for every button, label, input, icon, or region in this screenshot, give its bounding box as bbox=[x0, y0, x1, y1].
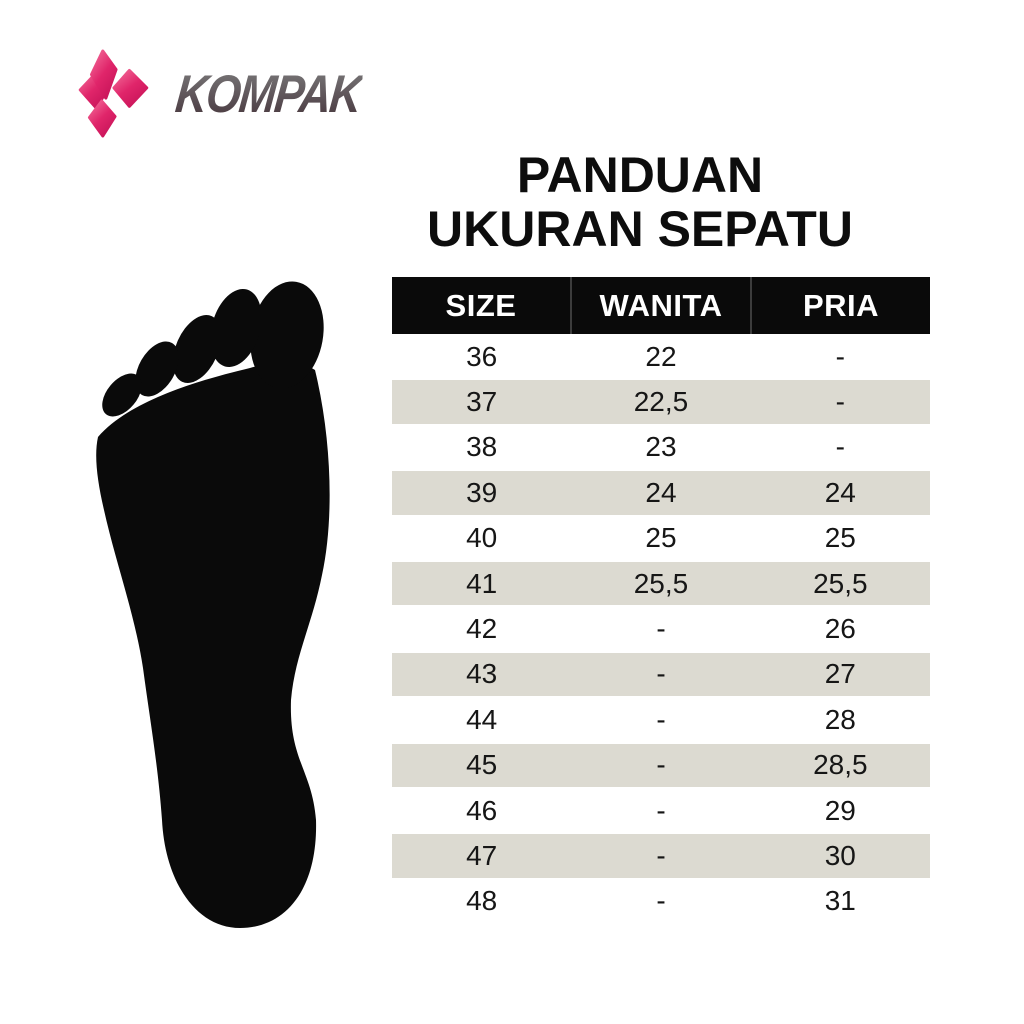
table-row: 36 22 - bbox=[392, 334, 930, 379]
header-pria: PRIA bbox=[750, 277, 930, 334]
foot-silhouette-shape bbox=[96, 281, 330, 928]
pria-cell: - bbox=[835, 431, 845, 463]
wanita-cell: - bbox=[656, 749, 666, 781]
size-cell: 37 bbox=[466, 386, 498, 418]
table-row: 44 - 28 bbox=[392, 697, 930, 742]
pria-cell: 27 bbox=[824, 658, 856, 690]
wanita-cell: - bbox=[656, 885, 666, 917]
wanita-cell: - bbox=[656, 839, 666, 871]
pria-cell: - bbox=[835, 386, 845, 418]
size-cell: 39 bbox=[466, 476, 498, 508]
table-row: 47 - 30 bbox=[392, 833, 930, 879]
size-cell: 38 bbox=[466, 431, 498, 463]
wanita-cell: - bbox=[656, 794, 666, 826]
size-cell: 40 bbox=[466, 522, 498, 554]
pria-cell: - bbox=[835, 340, 845, 372]
pria-cell: 31 bbox=[824, 885, 856, 917]
table-row: 38 23 - bbox=[392, 425, 930, 470]
pria-cell: 30 bbox=[824, 839, 856, 871]
size-cell: 48 bbox=[466, 885, 498, 917]
wanita-cell: 22,5 bbox=[633, 386, 689, 418]
size-cell: 42 bbox=[466, 613, 498, 645]
table-row: 40 25 25 bbox=[392, 516, 930, 561]
foot-silhouette bbox=[60, 270, 380, 950]
pria-cell: 26 bbox=[824, 613, 856, 645]
size-cell: 44 bbox=[466, 703, 498, 735]
wanita-cell: 22 bbox=[645, 340, 677, 372]
table-row: 37 22,5 - bbox=[392, 379, 930, 425]
size-cell: 46 bbox=[466, 794, 498, 826]
pria-cell: 28,5 bbox=[813, 749, 868, 781]
brand-logo: KOMPAK bbox=[66, 48, 396, 140]
table-row: 42 - 26 bbox=[392, 606, 930, 651]
page-title-line2: UKURAN SEPATU bbox=[427, 201, 853, 257]
size-table-body: 36 22-37 22,5-38 23-39 24 24 40 25 25 41 25,5 25,5 4… bbox=[392, 334, 930, 924]
size-cell: 36 bbox=[466, 340, 498, 372]
pria-cell: 25 bbox=[824, 522, 856, 554]
pria-cell: 25,5 bbox=[813, 567, 868, 599]
pria-cell: 29 bbox=[824, 794, 856, 826]
size-table-header: SIZE WANITA PRIA bbox=[392, 277, 930, 334]
wanita-cell: - bbox=[656, 703, 666, 735]
wanita-cell: 23 bbox=[645, 431, 677, 463]
wanita-cell: - bbox=[656, 658, 666, 690]
pria-cell: 24 bbox=[824, 476, 856, 508]
wanita-cell: 24 bbox=[645, 476, 677, 508]
wanita-cell: - bbox=[656, 613, 666, 645]
wanita-cell: 25,5 bbox=[633, 567, 689, 599]
size-cell: 47 bbox=[466, 839, 498, 871]
wanita-cell: 25 bbox=[645, 522, 677, 554]
page-title: PANDUAN UKURAN SEPATU bbox=[335, 148, 945, 256]
kodi-k-diamonds-icon bbox=[78, 49, 149, 138]
brand-name: KOMPAK bbox=[172, 64, 364, 124]
table-row: 39 24 24 bbox=[392, 470, 930, 516]
table-row: 46 - 29 bbox=[392, 788, 930, 833]
size-cell: 45 bbox=[466, 749, 498, 781]
table-row: 48 - 31 bbox=[392, 879, 930, 924]
page-title-line1: PANDUAN bbox=[516, 147, 764, 203]
header-size: SIZE bbox=[445, 287, 517, 323]
pria-cell: 28 bbox=[824, 703, 856, 735]
size-cell: 43 bbox=[466, 658, 498, 690]
table-row: 41 25,5 25,5 bbox=[392, 560, 930, 607]
size-cell: 41 bbox=[466, 567, 498, 599]
size-table: SIZE WANITA PRIA 36 22 - 37 22,5 - 38 23 - 39 24 24 40… bbox=[392, 277, 930, 924]
header-wanita: WANITA bbox=[570, 277, 750, 334]
table-row: 43 - 27 bbox=[392, 651, 930, 698]
table-row: 45 - 28,5 bbox=[392, 742, 930, 788]
